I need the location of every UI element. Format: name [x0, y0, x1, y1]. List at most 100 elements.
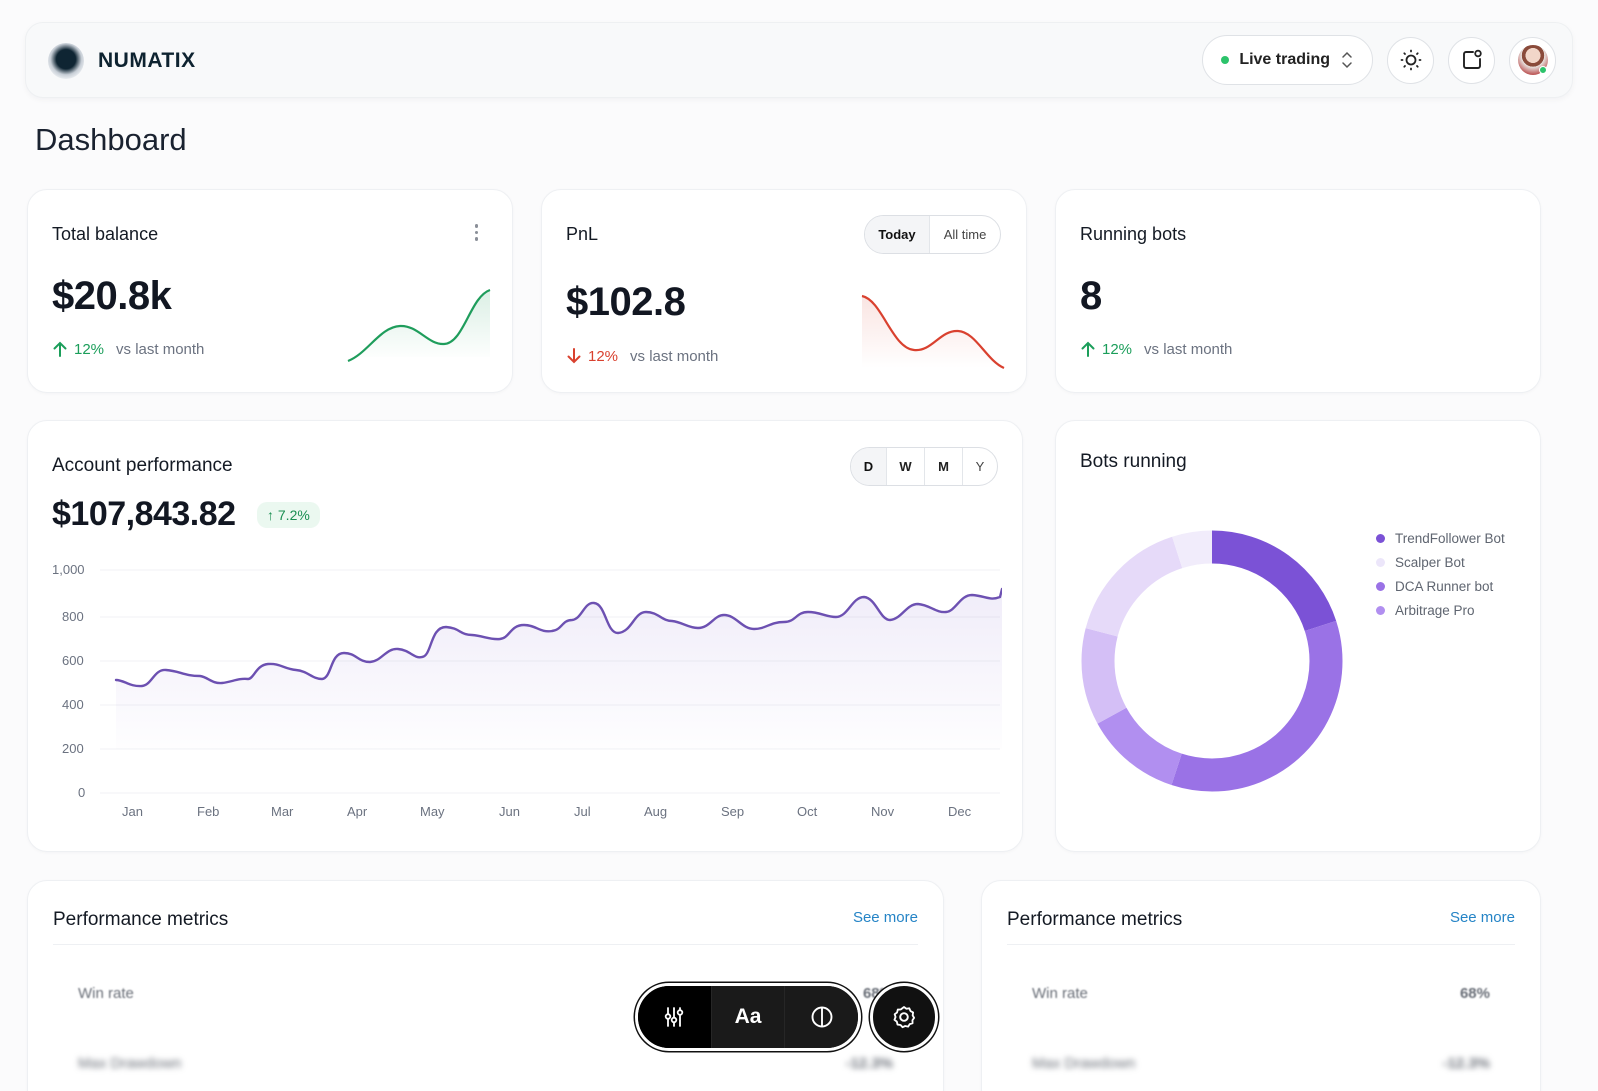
metric-label: Win rate [1032, 985, 1088, 1002]
x-tick: Aug [644, 804, 668, 819]
balance-sparkline [347, 288, 491, 363]
contrast-icon [811, 1006, 833, 1028]
see-more-link[interactable]: See more [852, 909, 918, 926]
bots-running-card: Bots running TrendFollower Bot Scalper B… [1055, 420, 1541, 852]
card-title: Total balance [52, 224, 159, 244]
page-title: Dashboard [35, 122, 187, 157]
delta-percent: 12% [588, 347, 619, 365]
card-title: Performance metrics [1007, 909, 1183, 930]
x-tick: Nov [871, 804, 895, 819]
adjustments-button[interactable] [638, 986, 712, 1048]
growth-percent: 7.2% [277, 507, 310, 523]
bots-donut-chart[interactable] [1080, 529, 1344, 793]
delta-percent: 12% [74, 340, 105, 358]
legend-dot [1376, 534, 1385, 543]
top-bar: NUMATIX Live trading [25, 22, 1573, 98]
notification-square-icon [1462, 49, 1482, 69]
typography-button[interactable]: Aa [711, 986, 786, 1048]
gear-icon [893, 1006, 915, 1029]
card-header: Performance metrics See more [1007, 909, 1515, 945]
floating-toolbar: Aa [635, 983, 861, 1051]
arrow-down-icon [567, 348, 581, 364]
see-more-link[interactable]: See more [1449, 909, 1515, 926]
card-title: Performance metrics [53, 909, 229, 930]
sliders-icon [665, 1007, 684, 1027]
brand-logo[interactable]: NUMATIX [48, 43, 196, 79]
metric-value: -12.3% [845, 1055, 893, 1072]
pnl-delta: 12% vs last month [566, 347, 718, 365]
delta-percent: 12% [1102, 340, 1133, 358]
card-title: Bots running [1080, 451, 1187, 472]
delta-caption: vs last month [630, 347, 719, 365]
pnl-sparkline [861, 294, 1005, 370]
range-month[interactable]: M [925, 448, 963, 485]
settings-button[interactable] [870, 983, 938, 1051]
account-value: $107,843.82 [52, 495, 236, 533]
running-bots-card: Running bots 8 12% vs last month [1055, 189, 1541, 393]
chevron-up-down-icon [1342, 51, 1352, 69]
sun-icon [1400, 49, 1421, 71]
legend-dot [1376, 606, 1385, 615]
range-year[interactable]: Y [975, 459, 985, 474]
account-performance-line-chart[interactable] [100, 561, 1002, 801]
trading-mode-select[interactable]: Live trading [1202, 35, 1373, 85]
legend-item[interactable]: Arbitrage Pro [1376, 603, 1505, 618]
legend-item[interactable]: TrendFollower Bot [1376, 531, 1505, 546]
legend-label: DCA Runner bot [1395, 579, 1494, 594]
tab-all-time[interactable]: All time [943, 227, 987, 242]
pnl-value: $102.8 [566, 280, 686, 324]
metric-row: Max Drawdown -12.3% [1032, 1055, 1490, 1072]
range-day[interactable]: D [851, 448, 887, 485]
metric-row: Win rate 68% [1032, 985, 1490, 1002]
card-title: Account performance [52, 455, 233, 476]
y-tick: 0 [78, 785, 86, 800]
running-bots-delta: 12% vs last month [1080, 340, 1232, 358]
metric-label: Win rate [78, 985, 134, 1002]
total-balance-card: Total balance $20.8k 12% vs last month [27, 189, 513, 393]
delta-caption: vs last month [116, 340, 205, 358]
y-tick: 1,000 [52, 562, 85, 577]
metric-value: 68% [1459, 985, 1490, 1002]
online-status-dot [1539, 65, 1547, 74]
x-tick: Dec [948, 804, 972, 819]
pnl-range-toggle: Today All time [864, 215, 1001, 254]
metric-label: Max Drawdown [78, 1055, 182, 1072]
arrow-up-icon [1081, 341, 1095, 357]
performance-metrics-card-right: Performance metrics See more Win rate 68… [981, 880, 1541, 1091]
metric-value: -12.3% [1442, 1055, 1490, 1072]
running-bots-value: 8 [1080, 274, 1102, 318]
theme-toggle-button[interactable] [1387, 36, 1434, 84]
range-week[interactable]: W [887, 448, 925, 485]
x-tick: Jan [122, 804, 143, 819]
x-tick: Jul [574, 804, 591, 819]
card-title: Running bots [1080, 224, 1187, 244]
balance-delta: 12% vs last month [52, 340, 204, 358]
delta-caption: vs last month [1144, 340, 1233, 358]
tab-today[interactable]: Today [865, 216, 930, 253]
legend-item[interactable]: Scalper Bot [1376, 555, 1505, 570]
legend-dot [1376, 558, 1385, 567]
live-status-dot [1221, 56, 1230, 64]
typography-icon: Aa [734, 1005, 762, 1028]
x-tick: Sep [721, 804, 745, 819]
metric-row: Max Drawdown -12.3% [78, 1055, 893, 1072]
metric-label: Max Drawdown [1032, 1055, 1136, 1072]
card-title: PnL [566, 224, 599, 244]
legend-label: Scalper Bot [1395, 555, 1465, 570]
x-tick: Mar [271, 804, 294, 819]
account-performance-card: Account performance D W M Y $107,843.82 … [27, 420, 1023, 852]
y-tick: 600 [62, 653, 84, 668]
arrow-up-icon: ↑ [267, 507, 278, 523]
legend-item[interactable]: DCA Runner bot [1376, 579, 1505, 594]
notifications-button[interactable] [1448, 36, 1495, 84]
more-options-icon[interactable] [474, 224, 478, 241]
x-tick: Apr [347, 804, 368, 819]
x-tick: Oct [797, 804, 818, 819]
contrast-button[interactable] [785, 986, 858, 1048]
bots-legend: TrendFollower Bot Scalper Bot DCA Runner… [1376, 531, 1505, 618]
performance-metrics-card-left: Performance metrics See more Win rate 68… [27, 880, 944, 1091]
arrow-up-icon [53, 341, 67, 357]
growth-badge: ↑ 7.2% [257, 502, 320, 528]
balance-value: $20.8k [52, 274, 172, 318]
user-avatar-button[interactable] [1509, 36, 1556, 84]
